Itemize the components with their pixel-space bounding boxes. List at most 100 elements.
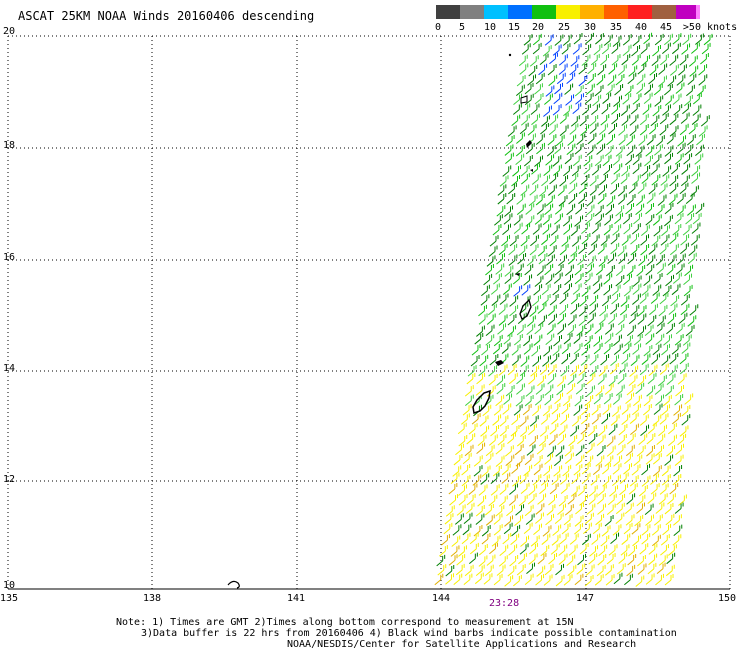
- wind-barb: [514, 263, 524, 275]
- wind-barb: [690, 234, 700, 246]
- legend-swatch: [580, 5, 604, 19]
- wind-barb: [593, 342, 603, 355]
- wind-barb: [516, 323, 526, 336]
- wind-barb: [519, 415, 529, 427]
- wind-barb: [671, 283, 681, 296]
- wind-barb: [497, 193, 507, 205]
- wind-barb: [553, 465, 563, 477]
- legend-swatch: [484, 5, 508, 19]
- wind-barb: [685, 192, 695, 204]
- wind-barb: [539, 185, 548, 197]
- wind-barb: [554, 512, 564, 525]
- wind-barb: [664, 502, 674, 515]
- wind-barb: [652, 465, 662, 477]
- wind-barb: [488, 434, 498, 446]
- wind-barb: [678, 312, 688, 325]
- wind-barb: [694, 153, 704, 165]
- wind-barb: [664, 94, 674, 106]
- wind-barb: [645, 145, 655, 157]
- wind-barb: [653, 273, 663, 285]
- wind-barb: [623, 463, 632, 475]
- wind-barb: [606, 503, 616, 516]
- wind-barb: [437, 564, 447, 576]
- wind-barb: [541, 174, 550, 187]
- wind-barb: [558, 495, 568, 507]
- wind-barb: [525, 385, 535, 397]
- wind-barb: [563, 104, 572, 117]
- wind-barb: [460, 413, 470, 425]
- wind-barb: [534, 83, 543, 95]
- wind-barb: [602, 463, 611, 475]
- wind-barb: [557, 184, 567, 196]
- wind-barb: [600, 535, 610, 547]
- wind-barb: [529, 435, 538, 447]
- wind-barb: [484, 452, 494, 465]
- wind-barb: [659, 292, 669, 305]
- wind-barb: [631, 174, 641, 186]
- wind-barb: [511, 174, 520, 187]
- wind-barb: [626, 383, 636, 396]
- wind-barb: [664, 454, 674, 466]
- wind-barb: [449, 494, 459, 506]
- wind-barb: [669, 232, 679, 245]
- wind-barb: [656, 315, 666, 327]
- wind-barb: [643, 274, 653, 286]
- wind-barb: [553, 164, 562, 176]
- wind-barb: [512, 475, 521, 487]
- wind-barb: [621, 403, 631, 415]
- wind-barb: [646, 385, 656, 397]
- legend-label: 20: [531, 22, 545, 33]
- wind-barb: [509, 555, 519, 567]
- wind-barb: [483, 573, 493, 585]
- wind-barb: [628, 483, 638, 495]
- wind-barb: [672, 474, 682, 486]
- wind-barb: [630, 423, 639, 436]
- wind-barb: [541, 233, 550, 246]
- wind-barb: [556, 375, 566, 387]
- wind-barb: [486, 554, 496, 566]
- wind-barb: [564, 264, 574, 277]
- wind-barb: [539, 482, 548, 495]
- wind-barb: [601, 42, 611, 55]
- wind-barb: [450, 545, 460, 557]
- wind-barb: [681, 404, 691, 417]
- wind-barb: [600, 114, 610, 126]
- wind-barb: [569, 533, 579, 545]
- wind-barb: [594, 574, 604, 586]
- wind-barb: [579, 114, 589, 127]
- wind-barb: [539, 425, 549, 437]
- wind-barb: [504, 144, 514, 156]
- wind-barb: [595, 263, 605, 276]
- wind-barb: [594, 322, 604, 335]
- wind-barb: [543, 345, 552, 357]
- wind-barb: [520, 535, 530, 547]
- wind-barb: [563, 332, 573, 345]
- wind-barb: [490, 472, 500, 484]
- wind-barb: [608, 423, 618, 436]
- wind-barb: [516, 74, 526, 87]
- wind-barb: [572, 154, 582, 167]
- wind-barb: [621, 114, 631, 126]
- wind-barb: [645, 514, 654, 526]
- wind-barb: [493, 573, 503, 586]
- wind-barb: [543, 164, 553, 177]
- wind-barb: [645, 202, 654, 215]
- wind-barb: [528, 194, 538, 207]
- wind-barb: [698, 74, 708, 86]
- wind-barb: [658, 554, 668, 566]
- wind-barb: [680, 242, 689, 255]
- wind-barb: [598, 184, 608, 196]
- wind-barb: [637, 313, 647, 325]
- lon-tick-label: 150: [718, 593, 737, 604]
- wind-barb: [462, 523, 472, 536]
- wind-barb: [493, 273, 502, 285]
- wind-barb: [454, 513, 464, 525]
- wind-barb: [549, 423, 559, 435]
- wind-barb: [558, 544, 568, 556]
- wind-barb: [645, 573, 655, 585]
- wind-barb: [580, 174, 590, 186]
- wind-barb: [698, 64, 708, 76]
- wind-barb: [507, 432, 516, 444]
- wind-barb: [610, 354, 619, 366]
- wind-barb: [516, 372, 525, 385]
